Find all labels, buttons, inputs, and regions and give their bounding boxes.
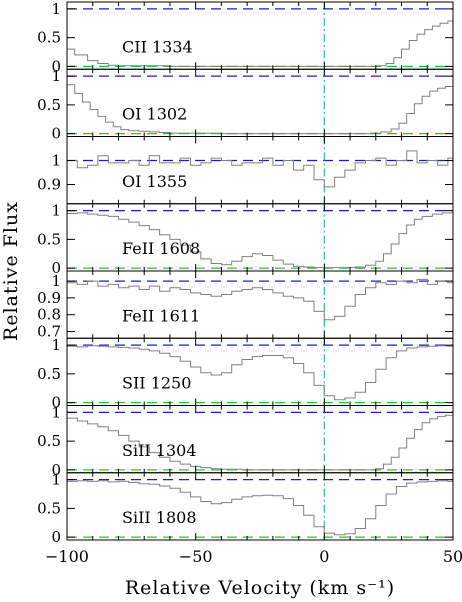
panel-feii-1611: 0.70.80.91 FeII 1611 [37, 270, 454, 341]
panel-label: FeII 1608 [122, 239, 200, 258]
y-tick-label: 0 [51, 259, 61, 277]
y-tick-label: 1 [51, 336, 61, 354]
panel-siii-1304: 0 0.5 1 SiII 1304 [37, 403, 454, 479]
y-tick-label: 0.9 [37, 289, 61, 307]
x-tick-label: −50 [179, 547, 213, 566]
panel-sii-1250: 0 0.5 1 SII 1250 [37, 336, 454, 412]
spectrum-line [67, 150, 454, 188]
y-tick-label: 0.9 [37, 176, 61, 194]
x-tick-label: 50 [443, 547, 462, 566]
panel-frame [66, 1, 454, 70]
y-tick-label: 1 [51, 202, 61, 220]
spectrum-line [67, 414, 454, 471]
y-tick-label: 0.5 [37, 365, 61, 383]
y-tick-label: 1 [51, 272, 61, 290]
spectrum-line [67, 212, 454, 269]
panel-frame [66, 203, 454, 272]
panel-label: SII 1250 [122, 374, 191, 393]
y-tick-label: 1 [51, 0, 61, 18]
panel-label: SiII 1304 [122, 441, 197, 460]
panel-cii-1334: 0 0.5 1 CII 1334 [37, 0, 454, 75]
spectrum-line [67, 278, 454, 321]
y-tick-label: 0 [51, 461, 61, 479]
x-tick-label: −100 [45, 547, 89, 566]
y-tick-label: 0.5 [37, 96, 61, 114]
y-tick-label: 0.5 [37, 29, 61, 47]
panel-label: OI 1355 [122, 172, 187, 191]
y-tick-label: 0 [51, 394, 61, 412]
panel-siii-1808: 0 0.5 1 SiII 1808 [37, 471, 454, 546]
panel-label: SiII 1808 [122, 508, 197, 527]
spectrum-line [67, 480, 454, 536]
spectrum-line [67, 345, 454, 401]
x-axis-label: Relative Velocity (km s⁻¹) [125, 577, 395, 599]
y-tick-label: 0.5 [37, 230, 61, 248]
x-tick-label: 0 [319, 547, 329, 566]
y-tick-label: 0.5 [37, 432, 61, 450]
panel-feii-1608: 0 0.5 1 FeII 1608 [37, 202, 454, 277]
y-tick-label: 1 [51, 471, 61, 489]
panel-frame [66, 68, 454, 137]
y-tick-label: 0 [51, 57, 61, 75]
y-tick-label: 0.7 [37, 323, 61, 341]
y-tick-label: 1 [51, 403, 61, 421]
panel-frame [66, 136, 454, 205]
panel-label: FeII 1611 [122, 306, 200, 325]
panel-oi-1355: 0.9 1 OI 1355 [37, 136, 454, 205]
panel-frame [66, 337, 454, 406]
y-tick-label: 1 [51, 67, 61, 85]
y-tick-label: 1 [51, 152, 61, 170]
panel-frame [66, 472, 454, 541]
y-tick-label: 0.5 [37, 499, 61, 517]
panel-label: CII 1334 [122, 37, 193, 56]
y-axis-label: Relative Flux [0, 201, 22, 341]
y-tick-label: 0.8 [37, 306, 61, 324]
y-tick-label: 0 [51, 125, 61, 143]
y-tick-label: 0 [51, 528, 61, 546]
panel-oi-1302: 0 0.5 1 OI 1302 [37, 67, 454, 143]
panel-label: OI 1302 [122, 105, 187, 124]
panel-frame [66, 405, 454, 474]
